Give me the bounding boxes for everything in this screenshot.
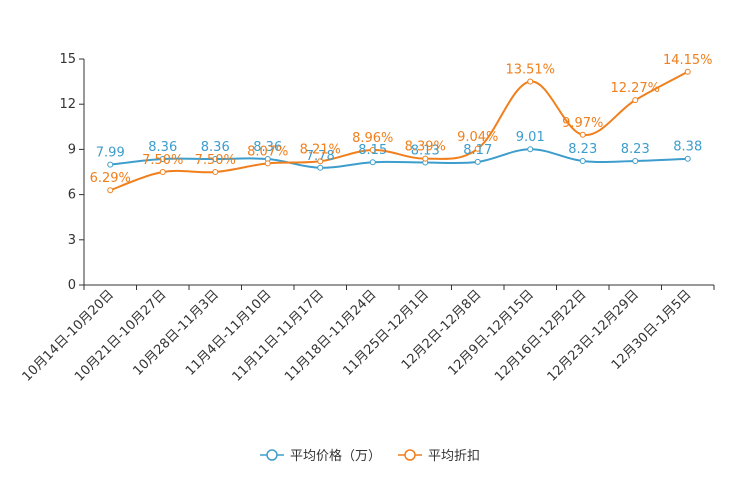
series-point-1[interactable]	[527, 78, 534, 85]
y-tick-label: 0	[68, 278, 76, 293]
x-tick-label: 12月23日-12月29日	[545, 287, 642, 384]
x-tick-label: 12月16日-12月22日	[492, 287, 589, 384]
data-label-0: 8.36	[201, 140, 230, 155]
data-label-1: 12.27%	[610, 81, 660, 96]
legend-discount-marker	[404, 449, 416, 461]
data-label-1: 8.39%	[405, 140, 446, 155]
series-point-0[interactable]	[527, 146, 534, 153]
series-point-0[interactable]	[317, 164, 324, 171]
data-label-1: 9.97%	[562, 116, 603, 131]
x-tick-label: 11月11日-11月17日	[230, 287, 327, 384]
data-label-0: 7.99	[96, 146, 125, 161]
x-tick-label: 10月21日-10月27日	[72, 287, 169, 384]
data-label-1: 8.21%	[300, 142, 341, 157]
series-point-0[interactable]	[369, 159, 376, 166]
series-point-1[interactable]	[159, 169, 166, 175]
y-axis-ticks: 0369121510月14日-10月20日10月21日-10月27日10月28日…	[20, 52, 715, 385]
data-label-1: 9.04%	[457, 130, 498, 145]
y-tick-label: 6	[68, 188, 76, 203]
legend-price-label: 平均价格（万）	[290, 448, 381, 464]
series-point-1[interactable]	[474, 145, 481, 152]
series-line-1	[109, 70, 689, 192]
data-label-0: 8.36	[148, 140, 177, 155]
series-point-0[interactable]	[212, 156, 219, 163]
data-label-0: 8.23	[621, 142, 650, 157]
series-point-1[interactable]	[369, 147, 376, 154]
series-point-0[interactable]	[474, 158, 481, 165]
series-point-1[interactable]	[422, 155, 429, 162]
legend-item-discount[interactable]: 平均折扣	[398, 449, 480, 464]
legend-discount-label: 平均折扣	[428, 449, 480, 464]
data-label-0: 7.78	[306, 149, 335, 164]
y-tick-label: 9	[68, 142, 76, 157]
data-label-1: 8.07%	[247, 144, 288, 159]
series-point-0[interactable]	[684, 155, 691, 162]
data-label-0: 8.15	[358, 143, 387, 158]
data-label-1: 6.29%	[90, 171, 131, 186]
series-point-0[interactable]	[159, 156, 166, 163]
data-labels: 7.99 8.36 8.36 8.36 7.78 8.15 8.13 8.17 9.01 8.23…	[90, 53, 713, 186]
series-point-0[interactable]	[632, 158, 639, 165]
series-point-1[interactable]	[684, 68, 691, 75]
series-point-1[interactable]	[317, 158, 324, 165]
data-label-0: 9.01	[516, 130, 545, 145]
series-point-1[interactable]	[264, 160, 271, 167]
data-label-0: 8.36	[253, 140, 282, 155]
legend[interactable]: 平均价格（万） 平均折扣	[260, 448, 480, 464]
y-tick-label: 12	[59, 97, 76, 112]
series-point-1[interactable]	[212, 169, 219, 175]
legend-price-marker	[266, 449, 278, 461]
legend-item-price[interactable]: 平均价格（万）	[260, 448, 381, 464]
data-label-1: 8.96%	[352, 131, 393, 146]
series-point-0[interactable]	[107, 161, 114, 168]
series-layer	[107, 68, 691, 194]
series-line-0	[110, 148, 688, 169]
data-label-0: 8.38	[673, 140, 702, 155]
x-tick-label: 11月18日-11月24日	[282, 287, 379, 384]
series-point-0[interactable]	[579, 158, 586, 165]
data-label-0: 8.13	[411, 144, 440, 159]
y-tick-label: 3	[68, 233, 76, 248]
data-label-1: 13.51%	[505, 62, 555, 77]
data-label-1: 14.15%	[663, 53, 713, 68]
data-label-1: 7.50%	[195, 153, 236, 168]
data-label-0: 8.23	[568, 142, 597, 157]
series-point-1[interactable]	[579, 131, 586, 138]
data-label-1: 7.50%	[142, 153, 183, 168]
data-label-0: 8.17	[463, 143, 492, 158]
series-point-1[interactable]	[107, 187, 114, 194]
y-tick-label: 15	[59, 52, 76, 67]
series-point-1[interactable]	[632, 97, 639, 104]
x-tick-label: 10月14日-10月20日	[20, 287, 117, 384]
